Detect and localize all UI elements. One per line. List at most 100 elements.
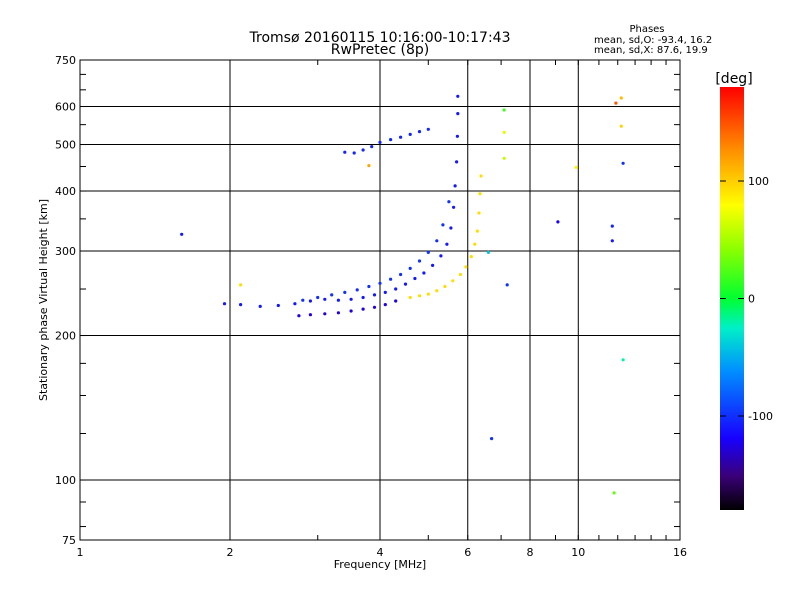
data-point (422, 271, 426, 275)
data-point (452, 205, 456, 209)
data-point (323, 312, 327, 316)
data-point (343, 150, 347, 154)
data-point (367, 284, 371, 289)
data-point (441, 223, 445, 227)
data-point (431, 263, 435, 267)
x-tick-label: 2 (227, 546, 234, 559)
data-point (389, 277, 393, 281)
data-point (486, 250, 490, 254)
data-point (490, 437, 494, 441)
data-point (556, 220, 560, 224)
y-tick-label: 500 (55, 139, 76, 152)
data-point (399, 135, 403, 139)
x-tick-label: 6 (464, 546, 471, 559)
data-point (258, 304, 262, 308)
data-point (394, 299, 398, 303)
series-o-trace-low-floor (297, 299, 398, 318)
data-point (417, 259, 422, 263)
data-point (479, 174, 483, 178)
x-tick-label: 1 (77, 546, 84, 559)
data-point (502, 130, 506, 134)
data-point (180, 232, 184, 236)
data-point (426, 292, 430, 296)
chart-subtitle: RwPretec (8p) (331, 42, 429, 58)
data-point (378, 281, 382, 285)
data-point (301, 298, 305, 302)
phase-stats-x: mean, sd,X: 87.6, 19.9 (594, 45, 708, 56)
x-tick-label: 16 (673, 546, 687, 559)
data-point (293, 302, 297, 306)
y-tick-label: 300 (55, 245, 76, 258)
data-point (449, 226, 453, 230)
grid (80, 60, 680, 540)
data-point (478, 192, 482, 196)
data-point (383, 303, 387, 307)
data-point (355, 288, 359, 292)
data-point (439, 254, 443, 258)
data-point (361, 307, 365, 311)
data-point (372, 305, 377, 309)
data-point (445, 242, 449, 246)
data-point (349, 297, 353, 301)
data-point (426, 250, 430, 254)
x-tick-label: 4 (377, 546, 384, 559)
data-point (372, 293, 377, 297)
data-point (435, 289, 439, 293)
series-high-altitude-o-echoes (343, 127, 430, 155)
data-point (297, 314, 301, 318)
data-point (502, 156, 506, 160)
data-point (614, 101, 618, 105)
data-point (574, 165, 578, 169)
x-tick-labels: 1 2 4 6 8 10 16 (77, 546, 688, 559)
data-point (239, 283, 243, 287)
data-point (352, 151, 356, 155)
y-tick-label: 200 (55, 330, 76, 343)
data-point (612, 491, 616, 495)
data-point (378, 140, 382, 144)
colorbar-tick-label: 100 (748, 175, 769, 188)
x-axis-label: Frequency [MHz] (334, 558, 426, 571)
data-point (455, 134, 459, 138)
colorbar-tick-label: 0 (748, 293, 755, 306)
data-point (399, 272, 403, 277)
phase-stats-o: mean, sd,O: -93.4, 16.2 (594, 35, 712, 46)
data-point (619, 124, 623, 128)
data-point (505, 283, 509, 287)
data-point (455, 160, 459, 164)
data-point (361, 295, 365, 300)
y-tick-label: 100 (55, 474, 76, 487)
y-tick-label: 600 (55, 101, 76, 114)
data-point (367, 164, 371, 168)
chart-title: Tromsø 20160115 10:16:00-10:17:43 (249, 30, 511, 46)
data-point (477, 211, 481, 215)
y-tick-label: 750 (55, 54, 76, 67)
data-point (456, 112, 460, 116)
data-point (276, 303, 280, 308)
series-scattered-points (180, 96, 625, 495)
phase-stats-title: Phases (629, 24, 664, 35)
data-point (336, 311, 340, 315)
data-point (473, 242, 477, 246)
data-points (180, 94, 625, 495)
colorbar-label: [deg] (715, 71, 752, 87)
data-point (349, 309, 353, 313)
data-point (502, 108, 506, 112)
data-point (621, 358, 625, 362)
data-point (408, 295, 412, 300)
data-point (447, 200, 451, 204)
data-point (458, 272, 462, 277)
colorbar-ticks: 100 0 -100 (720, 175, 773, 423)
data-point (389, 138, 393, 142)
data-point (336, 298, 340, 302)
data-point (426, 127, 430, 131)
data-point (316, 295, 320, 300)
data-point (417, 130, 422, 134)
data-point (443, 284, 447, 289)
data-point (453, 184, 457, 188)
data-point (308, 299, 312, 303)
y-tick-labels: 75 100 200 300 400 500 600 750 (55, 54, 76, 547)
data-point (394, 287, 398, 291)
x-tick-label: 8 (527, 546, 534, 559)
data-point (456, 94, 460, 98)
data-point (323, 297, 327, 301)
